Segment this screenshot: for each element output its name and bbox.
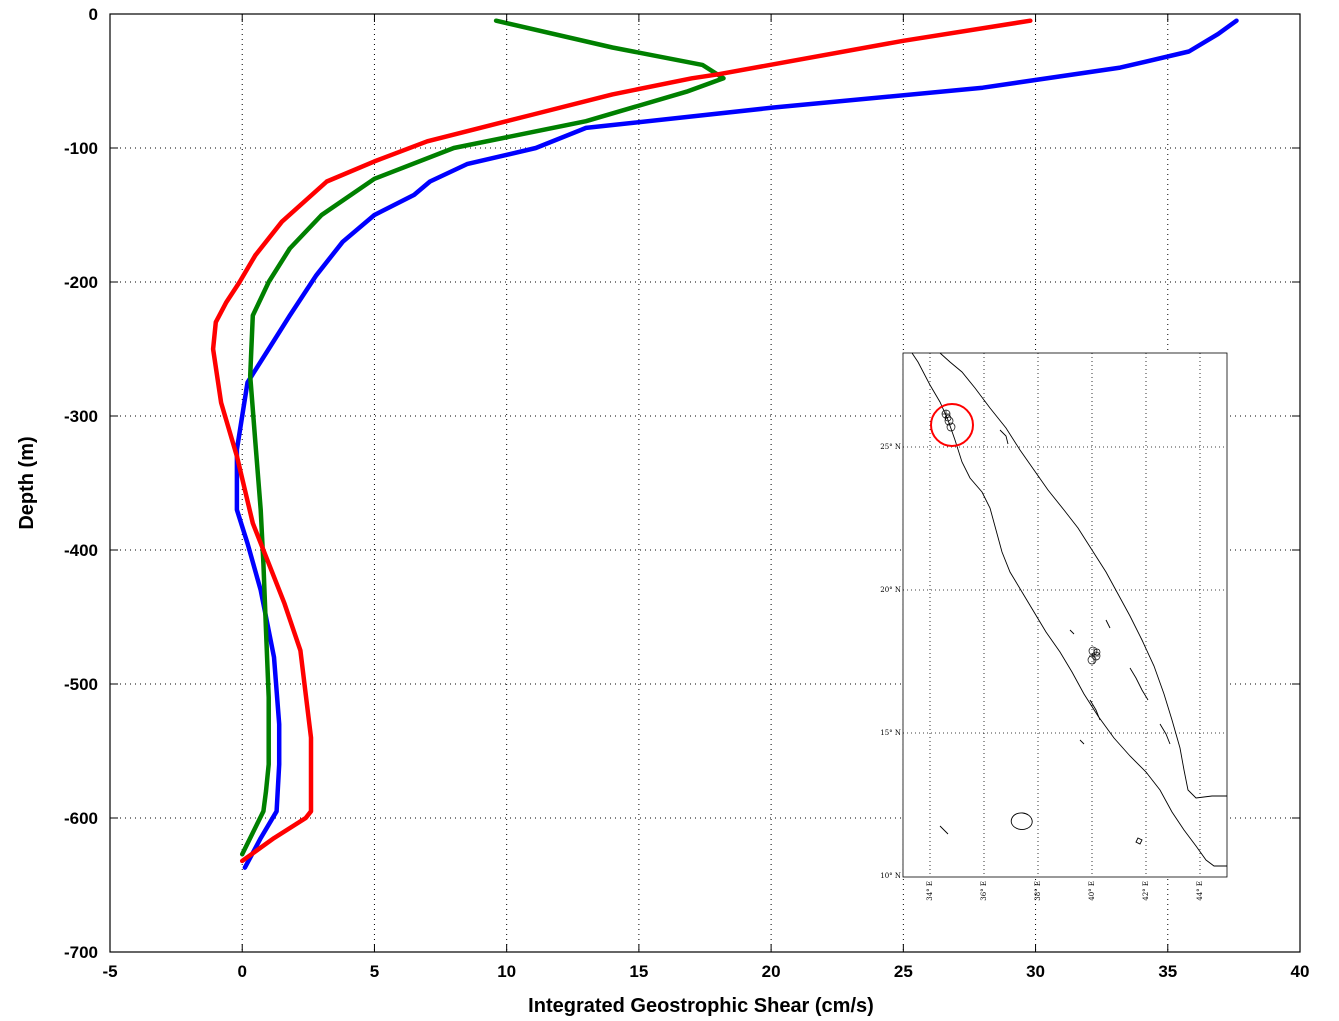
y-tick-label: -400 [64, 541, 98, 560]
x-tick-label: -5 [102, 962, 117, 981]
red-sea-coastline [911, 352, 1227, 867]
inset-map: 25° N 20° N 15° N 10° N 34° E 36° E 38° E 40° E… [880, 352, 1228, 901]
y-axis-label: Depth (m) [16, 436, 38, 529]
x-tick-label: 0 [237, 962, 246, 981]
y-tick-label: -700 [64, 943, 98, 962]
x-tick-label: 5 [370, 962, 379, 981]
inset-lat-label: 10° N [880, 872, 901, 880]
x-tick-label: 30 [1026, 962, 1045, 981]
series-lines [210, 18, 1239, 870]
inset-map-frame [902, 352, 1228, 878]
inset-map-grid [903, 353, 1227, 877]
y-tick-label: 0 [89, 5, 98, 24]
inset-lon-label: 38° E [1034, 881, 1042, 901]
series-line-1 [239, 18, 726, 857]
axis-ticks: -5 0 5 10 15 20 25 30 35 40 0 -100 -200 -300 -400 -500 -… [64, 5, 1309, 981]
station-markers [941, 409, 1101, 665]
y-tick-label: -100 [64, 139, 98, 158]
inset-lon-label: 44° E [1196, 881, 1204, 901]
highlight-circle [930, 403, 974, 447]
series-line-2 [210, 18, 1033, 864]
series-line-0 [234, 18, 1239, 870]
x-tick-label: 25 [894, 962, 913, 981]
inset-map-labels: 25° N 20° N 15° N 10° N 34° E 36° E 38° E 40° E… [880, 443, 1204, 901]
inset-lat-label: 15° N [880, 729, 901, 737]
y-tick-label: -300 [64, 407, 98, 426]
inset-lon-label: 42° E [1142, 881, 1150, 901]
x-axis-label: Integrated Geostrophic Shear (cm/s) [528, 995, 874, 1017]
x-tick-label: 10 [497, 962, 516, 981]
grid-lines [110, 14, 1300, 952]
x-tick-label: 20 [762, 962, 781, 981]
y-tick-label: -200 [64, 273, 98, 292]
x-tick-label: 40 [1291, 962, 1310, 981]
x-tick-label: 35 [1158, 962, 1177, 981]
y-tick-label: -500 [64, 675, 98, 694]
inset-lat-label: 20° N [880, 586, 901, 594]
plot-frame [109, 13, 1301, 953]
inset-lon-label: 36° E [980, 881, 988, 901]
x-tick-label: 15 [629, 962, 648, 981]
inset-lat-label: 25° N [880, 443, 901, 451]
y-tick-label: -600 [64, 809, 98, 828]
inset-lon-label: 40° E [1088, 881, 1096, 901]
inset-lon-label: 34° E [926, 881, 934, 901]
